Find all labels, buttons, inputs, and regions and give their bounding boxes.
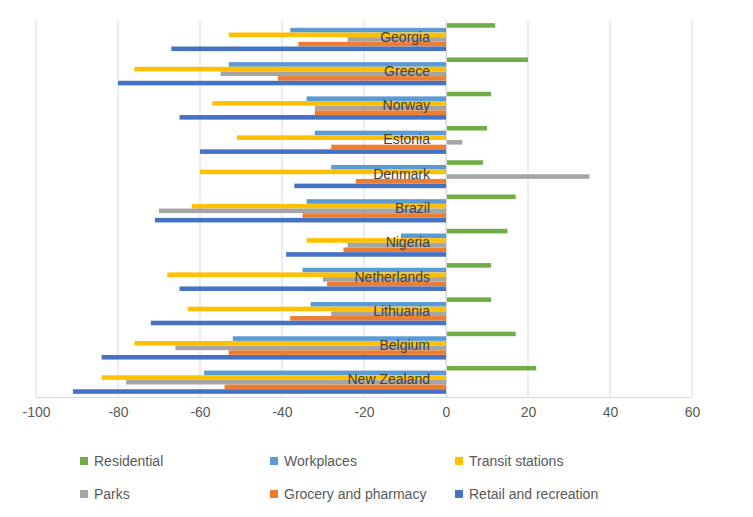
bar (446, 332, 516, 337)
bar (118, 81, 446, 86)
grid-line (36, 20, 37, 397)
legend-label: Grocery and pharmacy (284, 486, 426, 502)
tick: Denmark (373, 166, 446, 182)
grid-line (692, 20, 693, 397)
tick: Estonia (383, 131, 446, 147)
category-label: New Zealand (348, 371, 431, 387)
tick: -20 (354, 397, 374, 420)
chart: -100 -80 -60 -40 -20 0 20 40 60 Georgia Greece Norw… (0, 0, 753, 517)
legend-swatch (80, 457, 88, 465)
category-label: Greece (384, 63, 430, 79)
tick: 40 (603, 397, 619, 420)
legend-swatch (455, 457, 463, 465)
tick: Belgium (379, 337, 446, 353)
axis-line (446, 21, 447, 398)
category-label: Georgia (380, 29, 430, 45)
bar (446, 263, 491, 268)
tick: Netherlands (355, 269, 447, 285)
legend: Residential Workplaces Transit stations Par… (80, 453, 598, 502)
grid-line (528, 20, 529, 397)
legend-label: Transit stations (469, 453, 563, 469)
bar (73, 389, 446, 394)
tick-label: 20 (521, 404, 537, 420)
bar (286, 252, 446, 257)
category-label: Brazil (395, 200, 430, 216)
tick: 20 (521, 397, 537, 420)
bar (446, 174, 590, 179)
category-label: Nigeria (386, 234, 431, 250)
legend-swatch (80, 490, 88, 498)
legend-label: Residential (94, 453, 163, 469)
y-axis: Georgia Greece Norway Estonia Denmark Brazil N… (348, 21, 447, 398)
bar (446, 23, 495, 28)
tick: 60 (685, 397, 701, 420)
category-label: Estonia (383, 131, 430, 147)
tick: Brazil (395, 200, 446, 216)
tick-label: -60 (190, 404, 210, 420)
tick: -100 (22, 397, 50, 420)
category-label: Norway (383, 97, 430, 113)
bar (446, 195, 516, 200)
legend-label: Retail and recreation (469, 486, 598, 502)
bar (171, 47, 446, 52)
tick-label: -80 (108, 404, 128, 420)
tick: 0 (443, 397, 451, 420)
tick-label: 60 (685, 404, 701, 420)
bar (102, 355, 446, 360)
grid-line (610, 20, 611, 397)
legend-swatch (270, 457, 278, 465)
category-label: Lithuania (373, 303, 430, 319)
x-axis: -100 -80 -60 -40 -20 0 20 40 60 (22, 397, 700, 420)
grid (36, 20, 692, 397)
category-label: Belgium (379, 337, 430, 353)
tick: -60 (190, 397, 210, 420)
tick: Nigeria (386, 234, 446, 250)
axis-line (37, 397, 693, 398)
bar (200, 149, 446, 154)
bar (155, 218, 446, 223)
bar (446, 92, 491, 97)
tick: Norway (383, 97, 446, 113)
bar (446, 297, 491, 302)
tick: Georgia (380, 29, 446, 45)
bar (294, 184, 446, 189)
legend-label: Parks (94, 486, 130, 502)
tick: Lithuania (373, 303, 446, 319)
bar (180, 115, 447, 120)
grid-line (118, 20, 119, 397)
tick-label: -100 (22, 404, 50, 420)
tick: -80 (108, 397, 128, 420)
tick-label: 0 (443, 404, 451, 420)
bar (446, 57, 528, 62)
bar (446, 366, 536, 371)
tick: Greece (384, 63, 446, 79)
bar (151, 321, 446, 326)
tick: -40 (272, 397, 292, 420)
tick-label: -20 (354, 404, 374, 420)
bar (446, 229, 508, 234)
category-label: Netherlands (355, 269, 431, 285)
legend-label: Workplaces (284, 453, 357, 469)
grid-line (200, 20, 201, 397)
bar (180, 286, 447, 291)
bar (446, 126, 487, 131)
category-label: Denmark (373, 166, 431, 182)
tick-label: 40 (603, 404, 619, 420)
bars (73, 23, 590, 394)
tick: New Zealand (348, 371, 447, 387)
legend-swatch (270, 490, 278, 498)
tick-label: -40 (272, 404, 292, 420)
bar (446, 140, 462, 145)
legend-swatch (455, 490, 463, 498)
bar (446, 160, 483, 165)
